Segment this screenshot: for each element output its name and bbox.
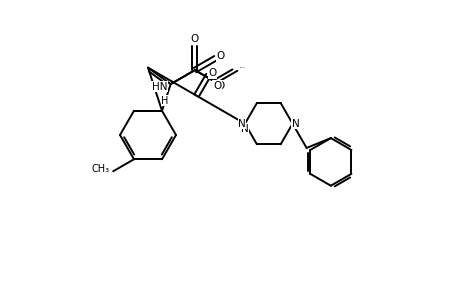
Text: N: N (238, 119, 245, 129)
Text: CH₃: CH₃ (91, 164, 109, 174)
Text: O: O (190, 34, 199, 44)
Text: O: O (216, 81, 224, 91)
Text: H: H (161, 96, 168, 106)
Text: O: O (216, 51, 224, 61)
Text: methoxy: methoxy (240, 67, 246, 68)
Text: N: N (291, 119, 299, 129)
Text: O: O (213, 81, 221, 91)
Text: HN: HN (151, 82, 167, 92)
Text: O: O (208, 68, 216, 78)
Text: N: N (241, 124, 248, 134)
